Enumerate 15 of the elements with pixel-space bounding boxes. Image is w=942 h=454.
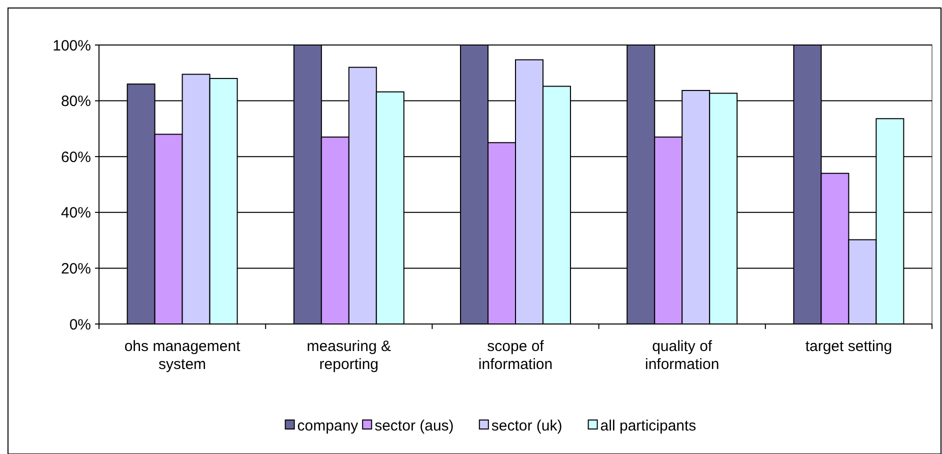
y-tick-label: 80% — [60, 93, 91, 110]
y-tick-label: 20% — [60, 260, 91, 278]
legend-label: sector (aus) — [374, 417, 454, 434]
x-tick-label: measuring & reporting — [306, 338, 392, 373]
y-tick-label: 60% — [60, 148, 91, 166]
legend-label: company — [297, 417, 359, 434]
y-tick-label: 0% — [69, 316, 91, 334]
x-tick-label: ohs management system — [124, 338, 242, 373]
y-tick-label: 40% — [60, 204, 91, 222]
x-tick-label: quality of information — [645, 338, 720, 373]
x-tick-label: scope of information — [478, 338, 553, 373]
x-tick-label: target setting — [805, 338, 892, 355]
legend-label: sector (uk) — [491, 417, 562, 434]
y-tick-label: 100% — [52, 37, 91, 54]
legend-label: all participants — [600, 417, 696, 434]
